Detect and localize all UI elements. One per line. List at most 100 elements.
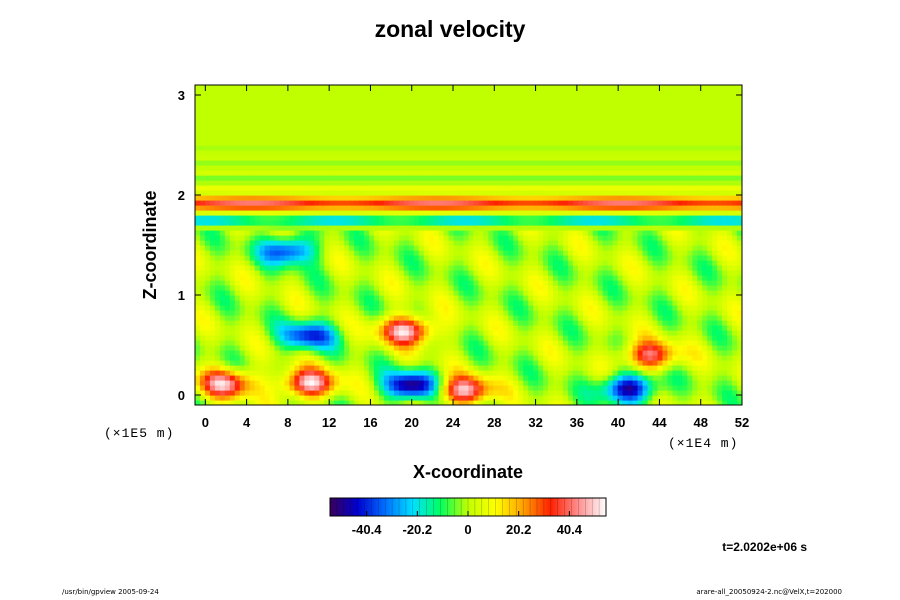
field-cell	[543, 245, 549, 251]
field-cell	[239, 330, 246, 336]
field-cell	[284, 270, 291, 276]
field-cell	[239, 390, 246, 396]
field-cell	[553, 280, 559, 286]
field-cell	[458, 105, 465, 111]
field-cell	[562, 165, 569, 171]
field-cell	[428, 120, 435, 126]
field-cell	[204, 310, 211, 316]
field-cell	[493, 245, 499, 251]
field-cell	[543, 360, 549, 366]
field-cell	[364, 305, 370, 311]
field-cell	[324, 320, 330, 326]
field-cell	[234, 205, 241, 211]
field-cell	[209, 160, 216, 166]
field-cell	[548, 400, 554, 405]
field-cell	[528, 205, 534, 211]
field-cell	[274, 380, 281, 386]
field-cell	[339, 300, 345, 306]
field-cell	[279, 395, 286, 401]
field-cell	[264, 280, 271, 286]
field-cell	[408, 365, 415, 371]
field-cell	[508, 210, 514, 216]
field-cell	[533, 130, 539, 136]
field-cell	[428, 290, 435, 296]
field-cell	[468, 400, 475, 405]
field-cell	[413, 95, 420, 101]
field-cell	[195, 260, 201, 266]
field-cell	[398, 295, 405, 301]
field-cell	[274, 220, 281, 226]
field-cell	[334, 365, 340, 371]
field-cell	[577, 155, 584, 161]
field-cell	[523, 160, 529, 166]
field-cell	[254, 280, 261, 286]
field-cell	[488, 400, 494, 405]
field-cell	[249, 210, 256, 216]
field-cell	[294, 230, 301, 236]
field-cell	[304, 90, 310, 96]
field-cell	[279, 400, 286, 405]
field-cell	[254, 315, 261, 321]
field-cell	[254, 375, 261, 381]
field-cell	[567, 370, 574, 376]
field-cell	[209, 385, 216, 391]
field-cell	[264, 105, 271, 111]
field-cell	[572, 375, 579, 381]
field-cell	[289, 165, 296, 171]
field-cell	[269, 315, 276, 321]
field-cell	[383, 310, 390, 316]
field-cell	[488, 275, 494, 281]
field-cell	[378, 340, 385, 346]
field-cell	[239, 340, 246, 346]
field-cell	[503, 345, 509, 351]
field-cell	[364, 190, 370, 196]
field-cell	[533, 200, 539, 206]
field-cell	[577, 190, 584, 196]
field-cell	[533, 350, 539, 356]
field-cell	[388, 350, 395, 356]
field-cell	[374, 385, 380, 391]
field-cell	[224, 220, 231, 226]
field-cell	[229, 155, 236, 161]
field-cell	[463, 370, 470, 376]
field-cell	[533, 270, 539, 276]
field-cell	[428, 325, 435, 331]
field-cell	[359, 240, 365, 246]
field-cell	[199, 290, 206, 296]
field-cell	[364, 375, 370, 381]
field-cell	[354, 230, 360, 236]
field-cell	[458, 250, 465, 256]
field-cell	[413, 140, 420, 146]
field-cell	[503, 155, 509, 161]
field-cell	[324, 200, 330, 206]
field-cell	[364, 290, 370, 296]
field-cell	[508, 300, 514, 306]
field-cell	[533, 210, 539, 216]
field-cell	[334, 310, 340, 316]
field-cell	[453, 105, 460, 111]
field-cell	[503, 265, 509, 271]
field-cell	[562, 320, 569, 326]
field-cell	[249, 175, 256, 181]
field-cell	[319, 390, 325, 396]
field-cell	[413, 345, 420, 351]
field-cell	[513, 390, 519, 396]
field-cell	[428, 360, 435, 366]
field-cell	[523, 135, 529, 141]
field-cell	[369, 400, 375, 405]
field-cell	[299, 380, 305, 386]
field-cell	[269, 140, 276, 146]
field-cell	[393, 135, 400, 141]
field-cell	[548, 250, 554, 256]
field-cell	[423, 345, 430, 351]
field-cell	[443, 195, 450, 201]
field-cell	[543, 200, 549, 206]
field-cell	[339, 220, 345, 226]
field-cell	[319, 250, 325, 256]
field-cell	[493, 240, 499, 246]
field-cell	[264, 325, 271, 331]
field-cell	[508, 250, 514, 256]
field-cell	[359, 305, 365, 311]
field-cell	[433, 105, 440, 111]
field-cell	[269, 360, 276, 366]
